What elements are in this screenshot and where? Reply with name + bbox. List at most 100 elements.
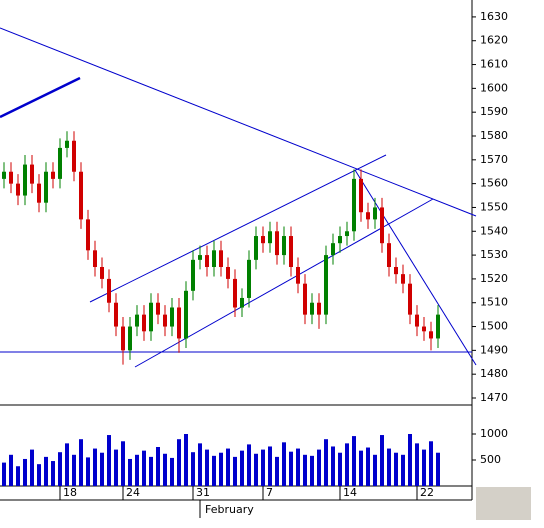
volume-bar bbox=[184, 434, 188, 486]
volume-bar bbox=[121, 441, 125, 486]
month-label: February bbox=[205, 503, 254, 516]
volume-bar bbox=[44, 456, 48, 486]
candle-body bbox=[240, 297, 244, 308]
y-tick-label: 1540 bbox=[480, 224, 508, 237]
candle-body bbox=[324, 255, 328, 315]
trend-line bbox=[0, 27, 477, 217]
y-tick-label: 1630 bbox=[480, 10, 508, 23]
candle-body bbox=[51, 171, 55, 179]
candle-body bbox=[44, 171, 48, 203]
volume-bar bbox=[149, 456, 153, 486]
candle-body bbox=[128, 326, 132, 351]
y-tick-label: 1610 bbox=[480, 58, 508, 71]
candle-body bbox=[93, 250, 97, 267]
volume-bar bbox=[37, 464, 41, 486]
volume-bar bbox=[9, 454, 13, 486]
candle-body bbox=[261, 236, 265, 244]
candle-body bbox=[359, 178, 363, 213]
candle-body bbox=[345, 231, 349, 237]
candle-body bbox=[296, 266, 300, 284]
y-tick-label: 1560 bbox=[480, 177, 508, 190]
volume-bar bbox=[338, 452, 342, 486]
volume-bar bbox=[289, 451, 293, 486]
volume-bar bbox=[79, 439, 83, 486]
y-tick-label: 1480 bbox=[480, 367, 508, 380]
candle-body bbox=[394, 266, 398, 275]
volume-bar bbox=[387, 448, 391, 486]
volume-bar bbox=[226, 448, 230, 486]
volume-bar bbox=[401, 454, 405, 486]
candle-body bbox=[72, 140, 76, 172]
candle-body bbox=[2, 171, 6, 179]
volume-bar bbox=[436, 452, 440, 486]
volume-bar bbox=[72, 454, 76, 486]
volume-bar bbox=[114, 449, 118, 486]
trend-line bbox=[89, 154, 387, 303]
volume-bar bbox=[317, 449, 321, 486]
y-tick-label: 1520 bbox=[480, 272, 508, 285]
volume-bar bbox=[135, 454, 139, 486]
candle-body bbox=[65, 140, 69, 148]
candle-body bbox=[163, 314, 167, 327]
volume-bar bbox=[198, 443, 202, 486]
candle-body bbox=[177, 307, 181, 339]
candle-body bbox=[205, 255, 209, 267]
volume-bar bbox=[429, 441, 433, 486]
candle-body bbox=[387, 243, 391, 267]
y-tick-label: 1570 bbox=[480, 153, 508, 166]
y-tick-label: 1490 bbox=[480, 343, 508, 356]
volume-bar bbox=[282, 442, 286, 486]
candle-body bbox=[366, 212, 370, 220]
candle-body bbox=[282, 236, 286, 256]
volume-bar bbox=[331, 446, 335, 486]
candle-body bbox=[303, 283, 307, 315]
candle-body bbox=[100, 266, 104, 279]
candle-body bbox=[317, 302, 321, 315]
candle-body bbox=[289, 236, 293, 267]
candle-body bbox=[380, 207, 384, 244]
volume-bar bbox=[58, 452, 62, 486]
candle-body bbox=[268, 231, 272, 244]
candle-body bbox=[184, 290, 188, 339]
volume-bar bbox=[324, 439, 328, 486]
volume-bar bbox=[233, 456, 237, 486]
candle-body bbox=[114, 302, 118, 327]
candle-body bbox=[142, 314, 146, 332]
y-tick-label: 1530 bbox=[480, 248, 508, 261]
x-tick-label: 22 bbox=[420, 486, 434, 499]
candle-body bbox=[352, 178, 356, 232]
candle-body bbox=[30, 164, 34, 184]
x-tick-label: 18 bbox=[63, 486, 77, 499]
candle-body bbox=[408, 283, 412, 315]
trend-lines bbox=[0, 27, 477, 368]
x-tick-label: 31 bbox=[196, 486, 210, 499]
trend-line bbox=[0, 76, 81, 119]
candle-body bbox=[170, 307, 174, 327]
candle-body bbox=[247, 259, 251, 298]
candle-body bbox=[79, 171, 83, 220]
volume-bar bbox=[219, 452, 223, 486]
candle-body bbox=[9, 171, 13, 184]
volume-bar bbox=[107, 435, 111, 486]
candle-body bbox=[226, 266, 230, 279]
candle-body bbox=[254, 236, 258, 260]
volume-bar bbox=[212, 455, 216, 486]
volume-bar bbox=[65, 443, 69, 486]
candle-body bbox=[121, 326, 125, 351]
candle-body bbox=[429, 331, 433, 339]
candle-body bbox=[23, 164, 27, 196]
candle-body bbox=[331, 243, 335, 256]
volume-bar bbox=[352, 436, 356, 486]
y-tick-label: 1550 bbox=[480, 200, 508, 213]
volume-bar bbox=[100, 452, 104, 486]
volume-bar bbox=[275, 456, 279, 486]
candle-body bbox=[107, 278, 111, 303]
candle-body bbox=[37, 183, 41, 203]
volume-bar bbox=[170, 457, 174, 486]
candle-body bbox=[156, 302, 160, 315]
volume-bar bbox=[240, 450, 244, 486]
volume-bar bbox=[422, 449, 426, 486]
x-tick-label: 7 bbox=[266, 486, 273, 499]
volume-bar bbox=[380, 435, 384, 486]
